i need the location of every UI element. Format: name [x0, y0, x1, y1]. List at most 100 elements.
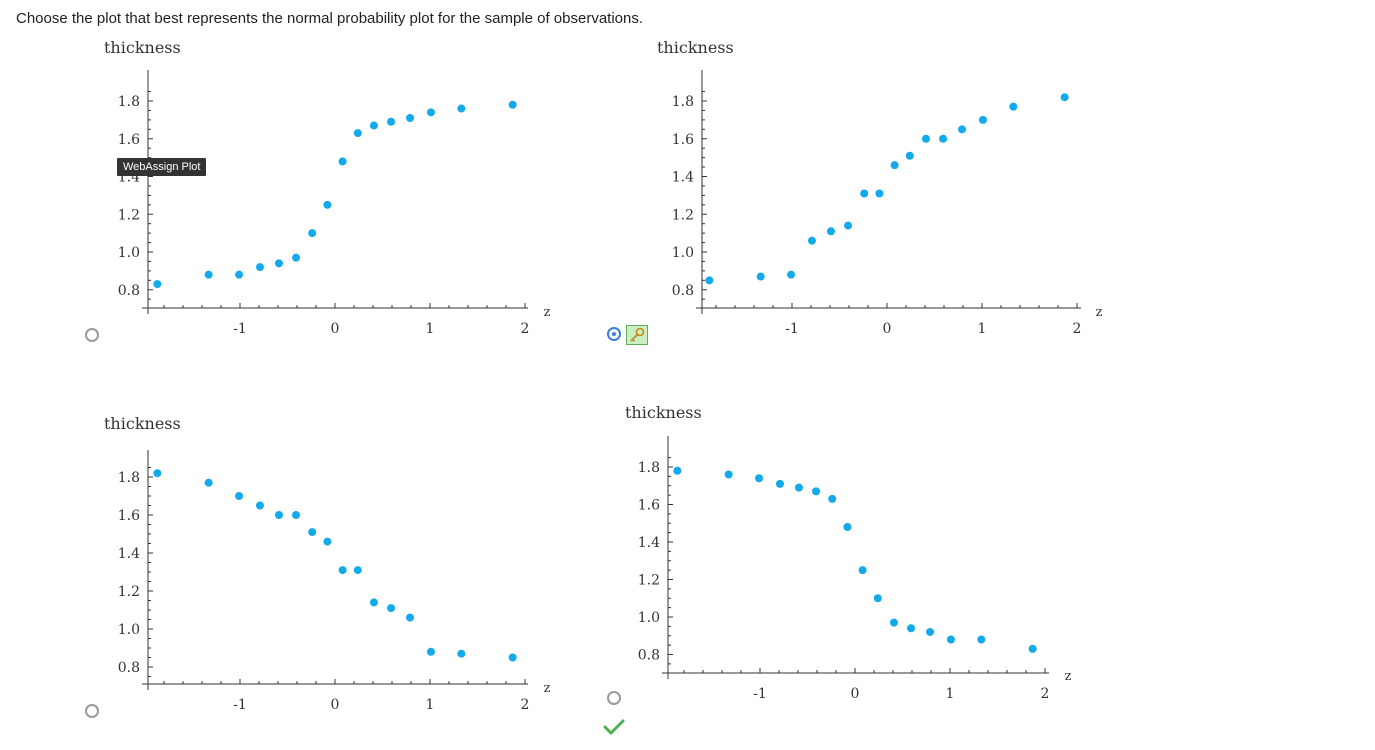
data-point [338, 566, 347, 575]
y-tick-label: 1.8 [672, 94, 694, 110]
data-point [235, 270, 244, 279]
data-point [958, 125, 967, 134]
data-point [204, 478, 213, 487]
y-tick-label: 1.2 [638, 573, 660, 589]
data-point [843, 523, 852, 531]
y-tick-label: 1.6 [672, 132, 694, 148]
data-point [457, 104, 466, 113]
data-point [274, 511, 283, 519]
data-point [673, 466, 682, 475]
question-text: Choose the plot that best represents the… [16, 10, 644, 27]
x-tick-label: -1 [233, 321, 247, 337]
x-tick-label: -1 [233, 697, 247, 713]
y-tick-label: 1.6 [118, 508, 140, 524]
x-axis-label: z [1096, 305, 1103, 320]
data-point [1009, 102, 1018, 111]
y-tick-label: 1.2 [118, 207, 140, 223]
y-tick-label: 1.2 [672, 207, 694, 223]
y-tick-label: 1.4 [672, 170, 694, 186]
y-tick-label: 1.2 [118, 584, 140, 600]
data-point [978, 115, 987, 124]
chart-panel-4: -1 0 1 2 0.8 1.0 1.2 1.4 1.6 1.8 z [638, 436, 1072, 702]
option-radio-3[interactable] [85, 704, 99, 718]
data-point [323, 537, 332, 546]
x-tick-label: 2 [521, 697, 530, 713]
y-tick-label: 0.8 [672, 283, 694, 299]
data-point [323, 200, 332, 209]
data-point [255, 501, 264, 510]
data-point [1060, 93, 1069, 102]
data-point [274, 259, 283, 268]
data-point [255, 263, 264, 272]
data-point [153, 280, 162, 289]
y-tick-label: 1.4 [118, 546, 140, 562]
data-point [426, 108, 435, 117]
data-point [724, 470, 733, 479]
data-point [775, 479, 784, 488]
chart-panel-3: -1 0 1 2 0.8 1.0 1.2 1.4 1.6 1.8 z [118, 450, 551, 713]
data-point [756, 272, 765, 281]
data-point [826, 227, 835, 236]
data-point [787, 270, 796, 279]
x-tick-label: 1 [426, 321, 435, 337]
y-tick-label: 1.0 [672, 245, 694, 261]
data-point [353, 129, 362, 138]
data-point [907, 624, 916, 633]
data-point [977, 635, 986, 644]
y-tick-label: 1.0 [118, 622, 140, 638]
key-icon[interactable] [626, 325, 648, 345]
data-point [889, 618, 898, 627]
data-point [858, 566, 867, 575]
data-point [860, 189, 869, 198]
y-tick-label: 1.8 [638, 460, 660, 476]
data-point [353, 566, 362, 575]
y-tick-label: 1.0 [638, 610, 660, 626]
x-tick-label: 2 [1073, 321, 1082, 337]
data-point [794, 483, 803, 492]
option-radio-1[interactable] [85, 328, 99, 342]
y-tick-label: 1.8 [118, 94, 140, 110]
data-point [812, 487, 821, 496]
plot-title-4: thickness [625, 403, 702, 422]
y-tick-label: 1.4 [638, 535, 660, 551]
data-point [426, 647, 435, 656]
x-tick-label: 2 [1041, 686, 1050, 702]
data-point [807, 236, 816, 245]
x-tick-label: 0 [851, 686, 860, 702]
x-tick-label: -1 [753, 686, 767, 702]
y-tick-label: 1.6 [638, 498, 660, 514]
x-tick-label: -1 [785, 321, 799, 337]
data-point [387, 117, 396, 126]
data-point [705, 276, 714, 285]
x-axis-label: z [544, 305, 551, 320]
plot-title-1: thickness [104, 38, 181, 57]
data-point [457, 649, 466, 658]
option-radio-2[interactable] [607, 327, 621, 341]
data-point [369, 121, 378, 130]
chart-panel-2: -1 0 1 2 0.8 1.0 1.2 1.4 1.6 1.8 z [672, 70, 1103, 337]
option-radio-4[interactable] [607, 691, 621, 705]
y-tick-label: 0.8 [638, 648, 660, 664]
data-point [828, 494, 837, 503]
data-point [369, 598, 378, 607]
x-axis-label: z [544, 681, 551, 696]
data-point [508, 653, 517, 662]
data-point [292, 253, 301, 262]
data-point [204, 270, 213, 279]
data-point [926, 628, 935, 636]
data-point [921, 134, 930, 143]
data-point [755, 474, 764, 483]
y-tick-label: 0.8 [118, 283, 140, 299]
y-tick-label: 1.8 [118, 470, 140, 486]
plot-title-3: thickness [104, 414, 181, 433]
data-point [338, 157, 347, 166]
checkmark-icon [603, 719, 625, 735]
x-tick-label: 1 [978, 321, 987, 337]
plot-title-2: thickness [657, 38, 734, 57]
data-point [308, 528, 317, 537]
x-tick-label: 0 [331, 697, 340, 713]
data-point [406, 613, 415, 622]
data-point [387, 604, 396, 613]
data-point [308, 229, 317, 238]
